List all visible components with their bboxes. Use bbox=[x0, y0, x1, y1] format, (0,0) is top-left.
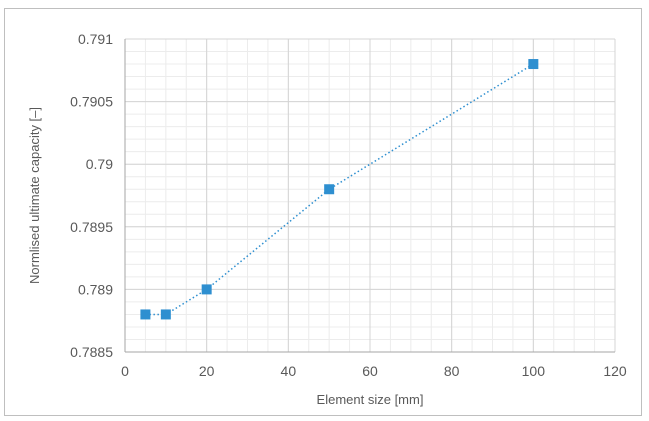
x-tick-label: 80 bbox=[444, 363, 460, 379]
x-tick-label: 40 bbox=[281, 363, 297, 379]
y-tick-label: 0.7895 bbox=[70, 219, 113, 235]
x-tick-label: 100 bbox=[522, 363, 546, 379]
series-layer bbox=[140, 59, 539, 320]
chart-frame: Element size [mm] Normlised ultimate cap… bbox=[4, 8, 642, 416]
data-point-marker bbox=[201, 284, 212, 295]
axis-layer bbox=[124, 39, 615, 353]
y-tick-label: 0.7905 bbox=[70, 94, 113, 110]
y-tick-label: 0.7885 bbox=[70, 344, 113, 360]
grid-layer bbox=[124, 38, 616, 353]
label-layer: Element size [mm] Normlised ultimate cap… bbox=[27, 31, 627, 407]
y-tick-label: 0.789 bbox=[78, 281, 113, 297]
data-point-marker bbox=[324, 184, 335, 195]
y-tick-label: 0.791 bbox=[78, 31, 113, 47]
data-point-marker bbox=[140, 309, 151, 320]
data-point-marker bbox=[528, 59, 539, 70]
chart-svg: Element size [mm] Normlised ultimate cap… bbox=[27, 31, 627, 407]
y-axis-title: Normlised ultimate capacity [–] bbox=[27, 107, 42, 284]
x-tick-label: 60 bbox=[362, 363, 378, 379]
x-axis-title: Element size [mm] bbox=[317, 392, 424, 407]
x-tick-label: 0 bbox=[121, 363, 129, 379]
x-tick-label: 20 bbox=[199, 363, 215, 379]
x-tick-label: 120 bbox=[603, 363, 627, 379]
y-tick-label: 0.79 bbox=[86, 156, 113, 172]
data-point-marker bbox=[160, 309, 171, 320]
